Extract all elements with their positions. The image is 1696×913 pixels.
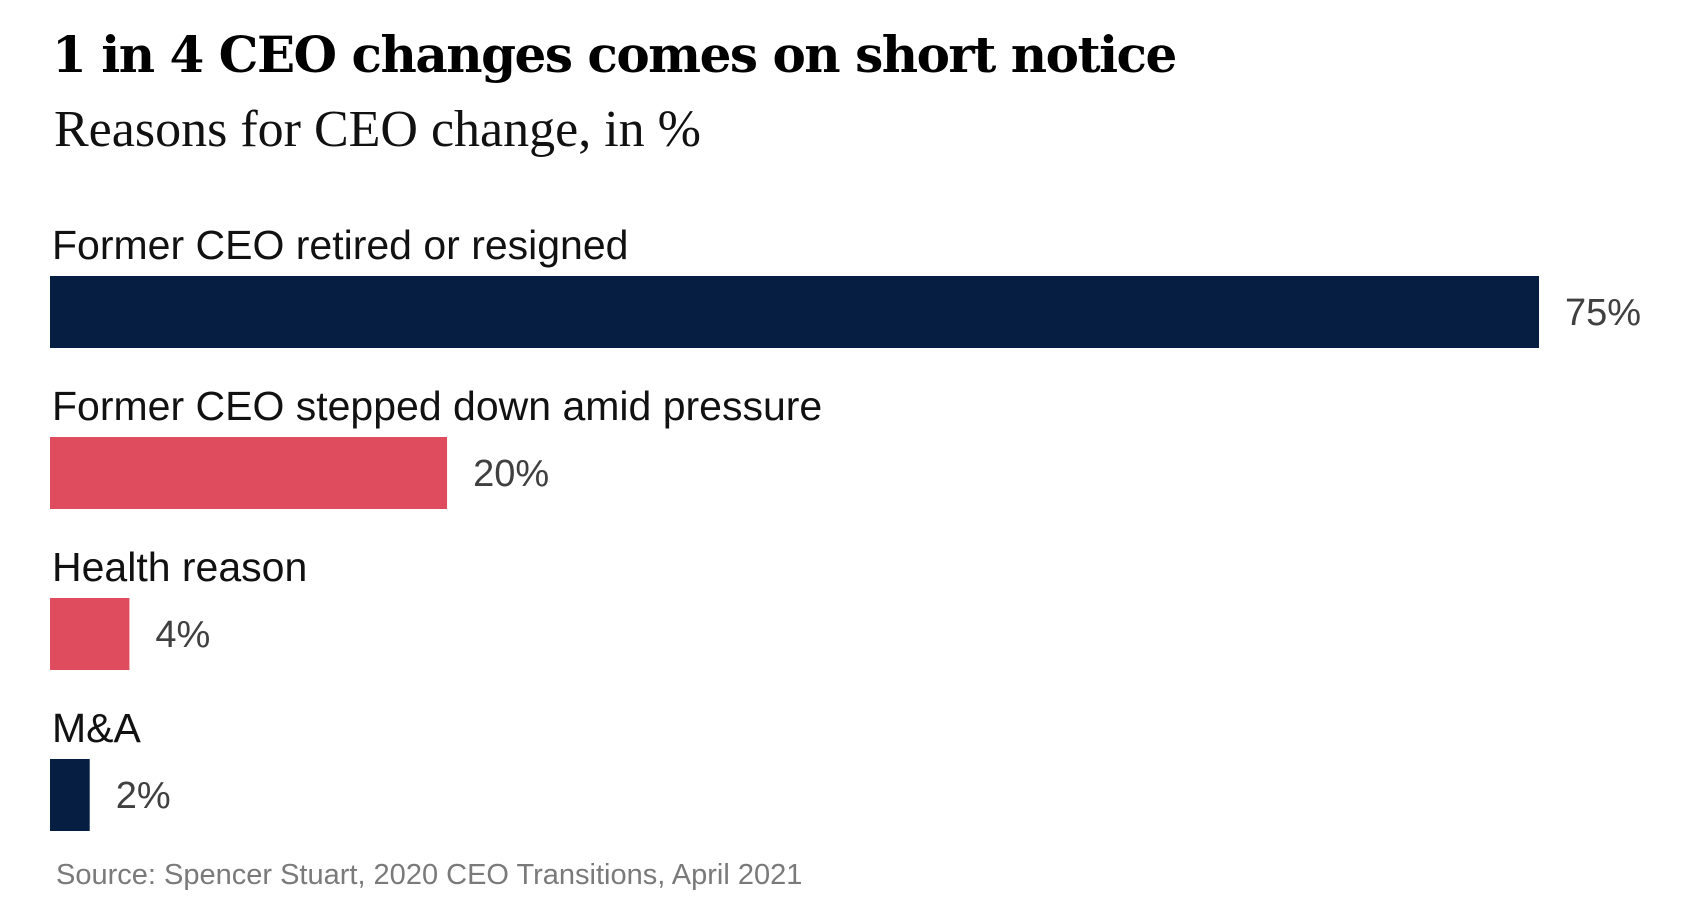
bar bbox=[50, 598, 130, 670]
bar bbox=[50, 276, 1539, 348]
source-note: Source: Spencer Stuart, 2020 CEO Transit… bbox=[56, 859, 802, 891]
bar-value-label: 2% bbox=[116, 775, 171, 817]
chart-subtitle: Reasons for CEO change, in % bbox=[54, 101, 701, 158]
category-label: Health reason bbox=[52, 544, 307, 590]
bar bbox=[50, 437, 448, 509]
category-label: Former CEO stepped down amid pressure bbox=[52, 383, 822, 429]
category-label: Former CEO retired or resigned bbox=[52, 222, 628, 268]
bar-value-label: 4% bbox=[155, 614, 210, 656]
bar-value-label: 20% bbox=[473, 453, 549, 495]
bar-value-label: 75% bbox=[1565, 292, 1641, 334]
chart-title: 1 in 4 CEO changes comes on short notice bbox=[52, 25, 1176, 84]
category-label: M&A bbox=[52, 705, 142, 751]
bar-group: Former CEO retired or resigned 75% Former … bbox=[50, 222, 1641, 831]
bar bbox=[50, 759, 90, 831]
